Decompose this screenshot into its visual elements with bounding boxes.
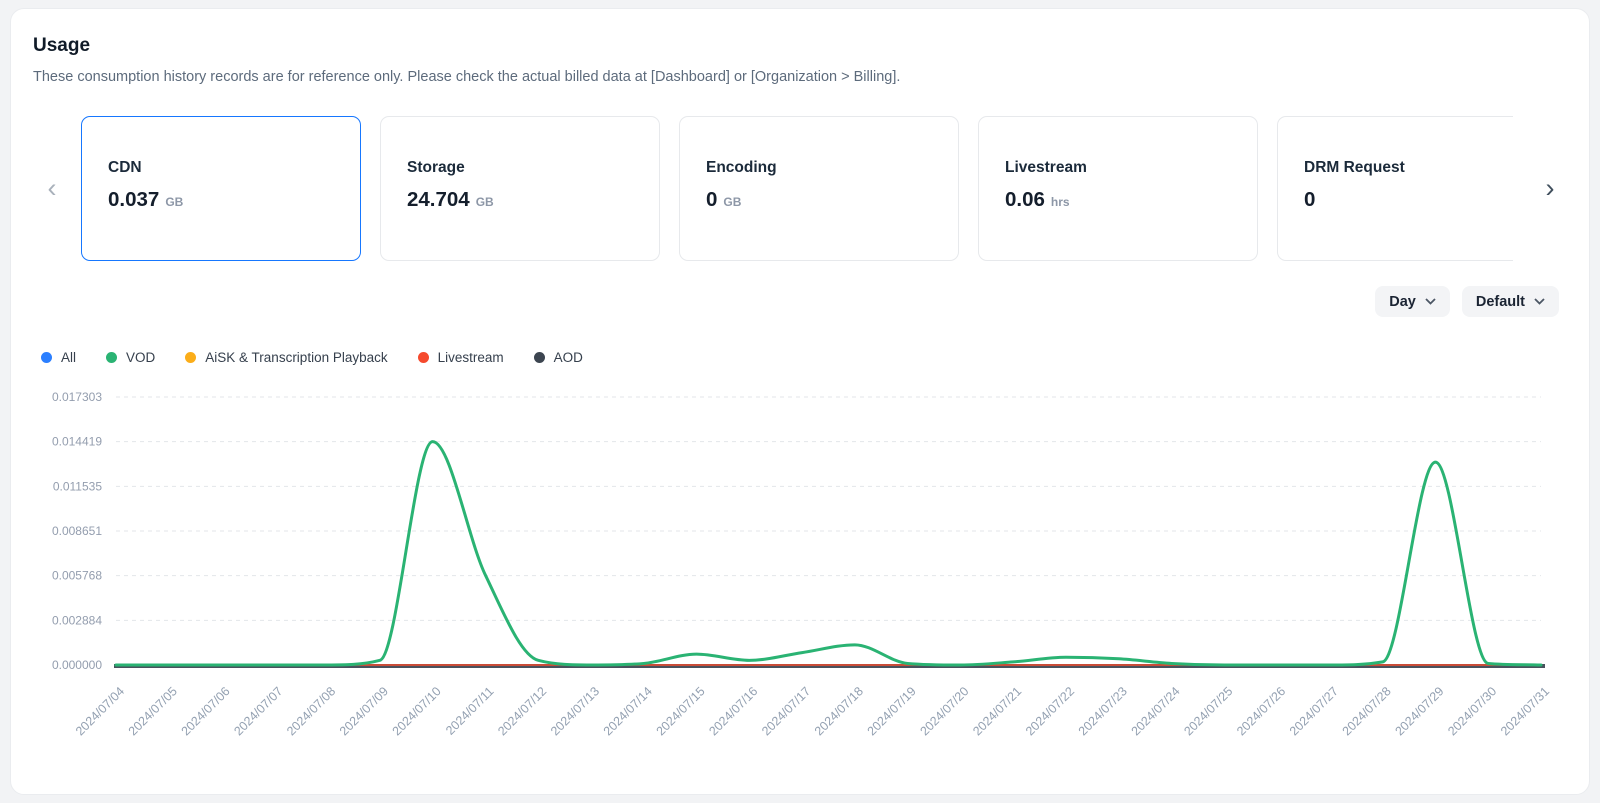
svg-text:0.017303: 0.017303 — [52, 390, 102, 404]
svg-text:2024/07/09: 2024/07/09 — [337, 684, 391, 738]
metric-value: 0 — [1304, 188, 1316, 211]
svg-text:2024/07/27: 2024/07/27 — [1287, 684, 1341, 738]
svg-text:2024/07/31: 2024/07/31 — [1498, 684, 1552, 738]
legend-item-aod[interactable]: AOD — [533, 350, 583, 365]
carousel-prev-button[interactable]: ‹ — [37, 116, 67, 261]
metric-title: DRM Request — [1304, 159, 1405, 176]
usage-card-livestream[interactable]: Livestream 0.06 hrs — [978, 116, 1258, 261]
metric-unit: GB — [165, 195, 184, 209]
svg-text:2024/07/10: 2024/07/10 — [390, 684, 444, 738]
legend-dot — [185, 352, 197, 363]
legend-item-vod[interactable]: VOD — [106, 350, 155, 365]
legend-dot — [41, 352, 52, 363]
chevron-right-icon: › — [1545, 173, 1555, 203]
svg-text:2024/07/12: 2024/07/12 — [495, 684, 549, 738]
page-subtitle: These consumption history records are fo… — [33, 69, 901, 85]
usage-card-drm-request[interactable]: DRM Request 0 — [1277, 116, 1513, 261]
svg-text:2024/07/05: 2024/07/05 — [126, 684, 180, 738]
metric-cards-track: CDN 0.037 GB Storage 24.704 GB Encoding — [81, 116, 1513, 261]
svg-text:0.008651: 0.008651 — [52, 524, 102, 538]
chart-filters: Day Default — [1375, 286, 1559, 317]
metric-value: 0.06 — [1005, 188, 1045, 211]
svg-text:2024/07/16: 2024/07/16 — [706, 684, 760, 738]
legend-item-livestream[interactable]: Livestream — [417, 350, 504, 365]
interval-dropdown-value: Day — [1389, 293, 1416, 310]
svg-text:2024/07/21: 2024/07/21 — [970, 684, 1024, 738]
svg-text:0.005768: 0.005768 — [52, 569, 102, 583]
mode-dropdown-value: Default — [1475, 293, 1525, 310]
usage-panel: Usage These consumption history records … — [10, 8, 1590, 795]
legend-dot — [106, 352, 118, 363]
metric-value: 0.037 — [108, 188, 160, 211]
svg-text:2024/07/17: 2024/07/17 — [759, 684, 813, 738]
svg-text:2024/07/29: 2024/07/29 — [1392, 684, 1446, 738]
svg-text:2024/07/25: 2024/07/25 — [1181, 684, 1235, 738]
metric-title: Livestream — [1005, 159, 1087, 176]
svg-text:2024/07/20: 2024/07/20 — [917, 684, 971, 738]
mode-dropdown[interactable]: Default — [1461, 286, 1559, 317]
svg-text:2024/07/08: 2024/07/08 — [284, 684, 338, 738]
interval-dropdown[interactable]: Day — [1375, 286, 1450, 317]
svg-text:2024/07/15: 2024/07/15 — [654, 684, 708, 738]
svg-text:2024/07/06: 2024/07/06 — [179, 684, 233, 738]
metric-title: CDN — [108, 159, 142, 176]
svg-text:2024/07/11: 2024/07/11 — [443, 684, 497, 738]
svg-text:2024/07/04: 2024/07/04 — [73, 684, 127, 738]
metric-title: Encoding — [706, 159, 777, 176]
legend-dot — [417, 352, 429, 363]
svg-text:2024/07/22: 2024/07/22 — [1023, 684, 1077, 738]
svg-text:2024/07/19: 2024/07/19 — [865, 684, 919, 738]
usage-chart[interactable]: 0.017303 0.014419 0.011535 0.008651 0.005768… — [19, 383, 1579, 763]
metric-unit: GB — [723, 195, 742, 209]
svg-text:0.000000: 0.000000 — [52, 658, 102, 672]
metric-value: 0 — [706, 188, 718, 211]
svg-text:2024/07/26: 2024/07/26 — [1234, 684, 1288, 738]
chevron-left-icon: ‹ — [47, 173, 57, 203]
svg-text:2024/07/28: 2024/07/28 — [1340, 684, 1394, 738]
svg-text:2024/07/30: 2024/07/30 — [1445, 684, 1499, 738]
legend-item-aisk-transcription-playback[interactable]: AiSK & Transcription Playback — [185, 350, 388, 365]
chevron-down-icon — [1425, 298, 1436, 305]
legend-dot — [533, 352, 545, 363]
svg-text:2024/07/07: 2024/07/07 — [231, 684, 285, 738]
usage-chart-area[interactable]: 0.017303 0.014419 0.011535 0.008651 0.005768… — [19, 383, 1579, 763]
metric-carousel: ‹ CDN 0.037 GB Storage 24.704 GB — [11, 116, 1589, 261]
metric-cards-viewport: CDN 0.037 GB Storage 24.704 GB Encoding — [81, 116, 1513, 261]
svg-text:0.011535: 0.011535 — [53, 479, 102, 493]
svg-text:2024/07/18: 2024/07/18 — [812, 684, 866, 738]
carousel-next-button[interactable]: › — [1535, 116, 1565, 261]
svg-text:2024/07/13: 2024/07/13 — [548, 684, 602, 738]
svg-text:2024/07/14: 2024/07/14 — [601, 684, 655, 738]
metric-unit: GB — [475, 195, 494, 209]
legend-item-all[interactable]: All — [41, 350, 76, 365]
chevron-down-icon — [1534, 298, 1545, 305]
svg-text:0.014419: 0.014419 — [52, 435, 102, 449]
svg-text:2024/07/23: 2024/07/23 — [1076, 684, 1130, 738]
metric-unit: hrs — [1050, 195, 1070, 209]
metric-title: Storage — [407, 159, 465, 176]
usage-card-cdn[interactable]: CDN 0.037 GB — [81, 116, 361, 261]
usage-card-encoding[interactable]: Encoding 0 GB — [679, 116, 959, 261]
svg-text:0.002884: 0.002884 — [52, 613, 102, 627]
page-title: Usage — [33, 35, 91, 56]
svg-text:2024/07/24: 2024/07/24 — [1129, 684, 1183, 738]
chart-legend: All VOD AiSK & Transcription Playback Li… — [41, 350, 583, 365]
metric-value: 24.704 — [407, 188, 470, 211]
usage-card-storage[interactable]: Storage 24.704 GB — [380, 116, 660, 261]
